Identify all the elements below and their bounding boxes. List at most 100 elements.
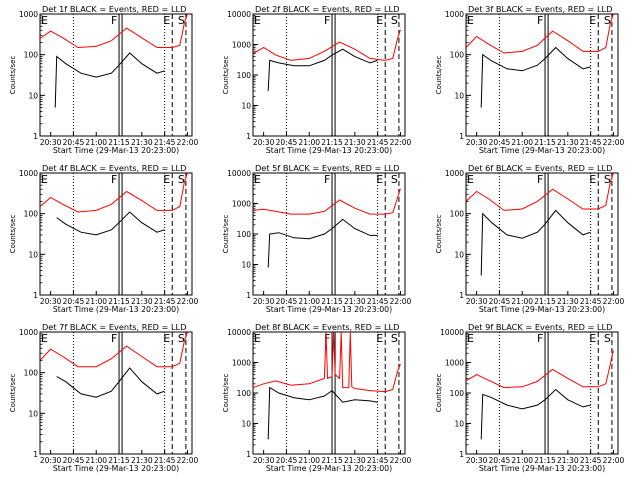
y-tick-label: 10 xyxy=(454,91,464,100)
flag-label: E xyxy=(163,332,170,345)
x-tick-label: 20:30 xyxy=(40,138,62,147)
y-tick-label: 10 xyxy=(28,409,38,418)
x-tick-label: 21:00 xyxy=(85,297,107,306)
y-tick-label: 1000 xyxy=(445,10,464,19)
plot-frame xyxy=(465,13,619,137)
panel-title: Det 3f BLACK = Events, RED = LLD xyxy=(468,4,612,14)
lld-series-line xyxy=(39,331,188,368)
lld-series-line xyxy=(252,331,401,393)
flag-label: E xyxy=(376,173,383,186)
y-axis-label: Counts/sec xyxy=(435,56,443,95)
flag-label: E xyxy=(41,332,48,345)
flag-label: F xyxy=(111,332,117,345)
plot-frame xyxy=(465,331,619,455)
x-tick-label: 22:00 xyxy=(390,297,412,306)
x-tick-label: 21:30 xyxy=(131,297,153,306)
y-tick-label: 1000 xyxy=(232,359,251,368)
x-axis-label: Start Time (29-Mar-13 20:23:00) xyxy=(53,305,179,314)
flag-label: E xyxy=(376,332,383,345)
x-tick-label: 21:30 xyxy=(557,138,579,147)
y-axis-label: Counts/sec xyxy=(222,56,230,95)
x-tick-label: 21:15 xyxy=(534,456,556,465)
plot-frame xyxy=(39,13,193,137)
lld-series-line xyxy=(465,172,614,211)
x-tick-label: 21:00 xyxy=(298,297,320,306)
y-tick-label: 1 xyxy=(246,450,251,459)
flag-label: E xyxy=(254,332,261,345)
x-tick-label: 21:15 xyxy=(321,138,343,147)
x-tick-label: 21:45 xyxy=(154,297,176,306)
x-tick-label: 21:15 xyxy=(534,138,556,147)
flag-label: F xyxy=(537,332,543,345)
y-tick-label: 10000 xyxy=(440,328,464,337)
x-tick-label: 21:30 xyxy=(131,456,153,465)
flag-label: E xyxy=(163,173,170,186)
x-tick-label: 21:45 xyxy=(580,297,602,306)
x-tick-label: 21:00 xyxy=(85,456,107,465)
panel-title: Det 7f BLACK = Events, RED = LLD xyxy=(42,322,186,332)
lld-series-line xyxy=(39,13,188,49)
x-tick-label: 21:45 xyxy=(154,138,176,147)
x-tick-label: 21:30 xyxy=(557,456,579,465)
x-tick-label: 20:45 xyxy=(63,456,85,465)
plot-frame xyxy=(39,331,193,455)
x-axis-label: Start Time (29-Mar-13 20:23:00) xyxy=(479,464,605,473)
y-tick-label: 1000 xyxy=(232,41,251,50)
flag-label: E xyxy=(589,14,596,27)
y-tick-label: 100 xyxy=(24,369,39,378)
x-tick-label: 20:30 xyxy=(40,456,62,465)
x-tick-label: 20:45 xyxy=(489,456,511,465)
y-tick-label: 100 xyxy=(237,230,252,239)
x-tick-label: 20:45 xyxy=(276,456,298,465)
events-series-line xyxy=(267,48,378,91)
y-tick-label: 10 xyxy=(454,250,464,259)
flag-label: S xyxy=(391,173,398,186)
y-tick-label: 10000 xyxy=(227,10,251,19)
x-tick-label: 20:30 xyxy=(253,456,275,465)
plot-frame xyxy=(465,172,619,296)
y-tick-label: 1 xyxy=(459,132,464,141)
x-tick-label: 21:15 xyxy=(108,456,130,465)
x-tick-label: 21:00 xyxy=(298,456,320,465)
x-tick-label: 20:45 xyxy=(276,297,298,306)
x-tick-label: 21:45 xyxy=(154,456,176,465)
flag-label: S xyxy=(391,332,398,345)
x-tick-label: 20:30 xyxy=(253,138,275,147)
flag-label: E xyxy=(41,14,48,27)
flag-label: F xyxy=(324,173,330,186)
x-tick-label: 21:45 xyxy=(367,456,389,465)
y-tick-label: 100 xyxy=(450,389,465,398)
x-tick-label: 21:30 xyxy=(344,297,366,306)
y-tick-label: 100 xyxy=(237,71,252,80)
flag-label: E xyxy=(467,332,474,345)
y-tick-label: 1 xyxy=(33,132,38,141)
lld-series-line xyxy=(465,350,614,389)
y-tick-label: 10 xyxy=(28,250,38,259)
y-axis-label: Counts/sec xyxy=(435,374,443,413)
x-tick-label: 20:30 xyxy=(466,456,488,465)
y-axis-label: Counts/sec xyxy=(435,215,443,254)
events-series-line xyxy=(267,386,378,440)
x-tick-label: 21:30 xyxy=(557,297,579,306)
x-tick-label: 21:00 xyxy=(511,138,533,147)
x-tick-label: 21:00 xyxy=(298,138,320,147)
x-tick-label: 21:45 xyxy=(367,297,389,306)
x-tick-label: 21:15 xyxy=(321,297,343,306)
y-tick-label: 10 xyxy=(241,420,251,429)
y-tick-label: 100 xyxy=(450,210,465,219)
lld-series-line xyxy=(465,13,614,54)
flag-label: E xyxy=(467,14,474,27)
panel-title: Det 8f BLACK = Events, RED = LLD xyxy=(255,322,399,332)
flag-label: F xyxy=(324,14,330,27)
x-tick-label: 21:00 xyxy=(511,456,533,465)
y-tick-label: 10 xyxy=(241,261,251,270)
panel-title: Det 1f BLACK = Events, RED = LLD xyxy=(42,4,186,14)
y-tick-label: 1000 xyxy=(19,328,38,337)
